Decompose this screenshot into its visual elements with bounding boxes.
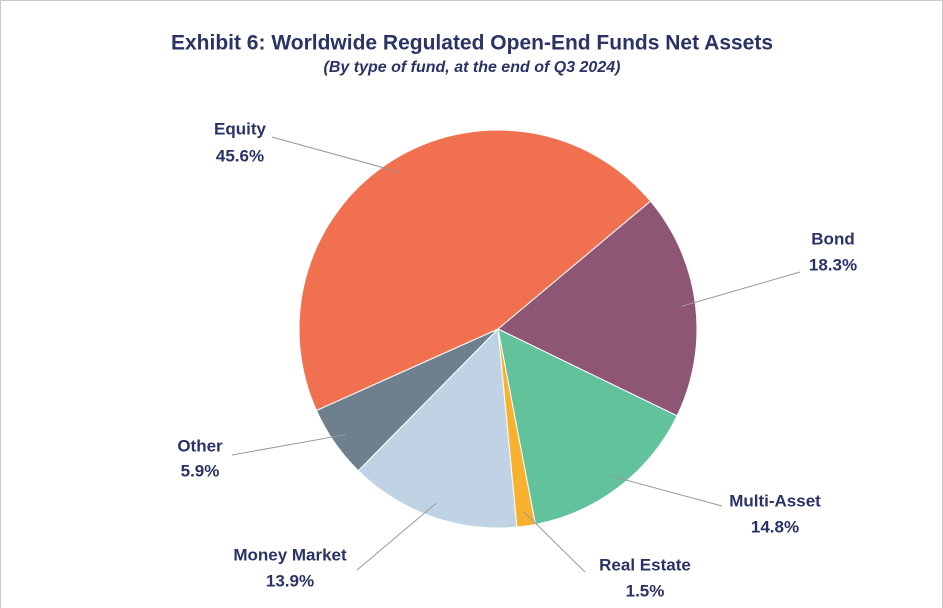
category-label: Multi-Asset bbox=[729, 491, 821, 510]
category-label: Other bbox=[177, 436, 223, 455]
value-label: 13.9% bbox=[266, 571, 314, 590]
pie-slice bbox=[298, 129, 652, 412]
pie-slice bbox=[497, 328, 678, 526]
pie-slice bbox=[357, 327, 518, 529]
value-label: 5.9% bbox=[181, 461, 220, 480]
value-label: 18.3% bbox=[809, 255, 857, 274]
leader-line bbox=[356, 502, 437, 571]
category-label: Real Estate bbox=[599, 555, 691, 574]
chart-subtitle: (By type of fund, at the end of Q3 2024) bbox=[324, 59, 621, 76]
category-label: Money Market bbox=[233, 545, 347, 564]
chart-title: Exhibit 6: Worldwide Regulated Open-End … bbox=[171, 32, 773, 55]
value-label: 45.6% bbox=[216, 146, 264, 165]
pie-slice bbox=[497, 200, 698, 417]
value-label: 1.5% bbox=[626, 581, 665, 600]
leader-line bbox=[231, 434, 347, 456]
value-label: 14.8% bbox=[751, 517, 799, 536]
leader-line bbox=[681, 271, 801, 307]
category-label: Bond bbox=[811, 229, 854, 248]
leader-line bbox=[610, 475, 723, 507]
category-label: Equity bbox=[214, 119, 266, 138]
leader-line bbox=[523, 511, 586, 573]
leader-line bbox=[271, 136, 400, 173]
